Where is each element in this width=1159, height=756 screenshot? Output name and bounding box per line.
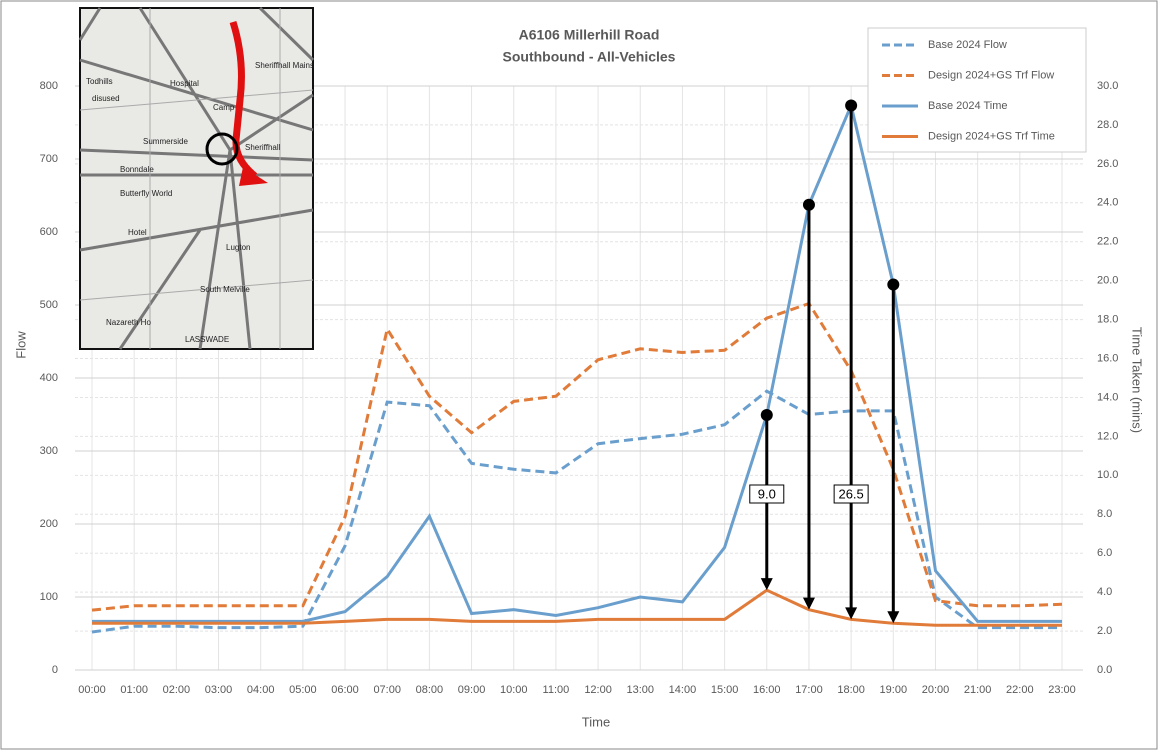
y2-tick-label: 26.0: [1097, 158, 1118, 170]
y2-tick-label: 12.0: [1097, 430, 1118, 442]
x-tick-label: 18:00: [837, 684, 865, 696]
y2-tick-label: 2.0: [1097, 625, 1112, 637]
arrow-dot: [803, 199, 815, 211]
legend: Base 2024 Flow Design 2024+GS Trf Flow Bas…: [868, 28, 1086, 152]
legend-label: Base 2024 Time: [928, 100, 1008, 112]
map-label: Sheriffhall Mains: [255, 61, 314, 70]
y2-tick-label: 14.0: [1097, 391, 1118, 403]
map-label: Summerside: [143, 137, 188, 146]
y2-tick-label: 18.0: [1097, 314, 1118, 326]
map-label: Hospital: [170, 79, 199, 88]
y-tick-label: 600: [40, 226, 58, 238]
legend-label: Design 2024+GS Trf Flow: [928, 69, 1054, 81]
x-tick-label: 16:00: [753, 684, 781, 696]
map-label: Lugton: [226, 243, 250, 252]
x-tick-label: 06:00: [331, 684, 359, 696]
x-tick-label: 02:00: [163, 684, 191, 696]
y2-tick-label: 16.0: [1097, 352, 1118, 364]
y2-tick-label: 22.0: [1097, 236, 1118, 248]
x-tick-label: 19:00: [880, 684, 908, 696]
annotation: 9.0: [758, 486, 776, 501]
y-tick-label: 800: [40, 80, 58, 92]
x-tick-label: 15:00: [711, 684, 739, 696]
y-tick-label: 700: [40, 153, 58, 165]
x-tick-label: 13:00: [626, 684, 654, 696]
map-label: South Melville: [200, 285, 250, 294]
x-tick-label: 00:00: [78, 684, 106, 696]
map-label: Todhills: [86, 77, 113, 86]
x-tick-label: 07:00: [373, 684, 401, 696]
map-label: Bonndale: [120, 165, 154, 174]
x-tick-label: 14:00: [669, 684, 697, 696]
x-tick-label: 10:00: [500, 684, 528, 696]
x-tick-label: 03:00: [205, 684, 233, 696]
y-tick-label: 300: [40, 445, 58, 457]
map-label: Nazareth Ho: [106, 318, 151, 327]
x-tick-label: 05:00: [289, 684, 317, 696]
y2-tick-label: 8.0: [1097, 508, 1112, 520]
y-tick-label: 500: [40, 299, 58, 311]
map-label: Hotel: [128, 228, 147, 237]
y-tick-label: 200: [40, 518, 58, 530]
x-tick-label: 20:00: [922, 684, 950, 696]
y2-tick-label: 30.0: [1097, 80, 1118, 92]
arrow-dot: [845, 99, 857, 111]
x-axis-title: Time: [582, 714, 610, 729]
y2-tick-label: 20.0: [1097, 275, 1118, 287]
x-tick-label: 22:00: [1006, 684, 1034, 696]
inset-map: Todhills Hospital Sheriffhall Mains disused…: [80, 8, 314, 349]
x-tick-label: 04:00: [247, 684, 275, 696]
x-tick-label: 01:00: [120, 684, 148, 696]
y2-tick-label: 10.0: [1097, 469, 1118, 481]
y2-tick-label: 0.0: [1097, 664, 1112, 676]
map-label: Butterfly World: [120, 189, 172, 198]
map-label: Sheriffhall: [245, 143, 281, 152]
arrow-dot: [761, 409, 773, 421]
legend-label: Base 2024 Flow: [928, 39, 1007, 51]
y2-tick-label: 6.0: [1097, 547, 1112, 559]
y2-tick-label: 4.0: [1097, 586, 1112, 598]
x-tick-label: 17:00: [795, 684, 823, 696]
map-frame: [80, 8, 313, 349]
x-tick-label: 09:00: [458, 684, 486, 696]
y-tick-label: 100: [40, 591, 58, 603]
x-tick-label: 21:00: [964, 684, 992, 696]
y2-tick-label: 24.0: [1097, 197, 1118, 209]
y-tick-label: 0: [52, 664, 58, 676]
x-tick-label: 11:00: [543, 684, 570, 696]
x-tick-label: 23:00: [1048, 684, 1076, 696]
chart-title: A6106 Millerhill Road: [519, 27, 660, 43]
chart-subtitle: Southbound - All-Vehicles: [503, 49, 676, 65]
y-tick-label: 400: [40, 372, 58, 384]
chart: A6106 Millerhill Road Southbound - All-V…: [0, 0, 1159, 751]
map-label: disused: [92, 94, 120, 103]
y2-tick-label: 28.0: [1097, 119, 1118, 131]
map-label: Camp: [213, 103, 235, 112]
x-tick-label: 08:00: [416, 684, 444, 696]
arrow-dot: [887, 279, 899, 291]
y2-axis-title: Time Taken (mins): [1130, 327, 1145, 433]
y-axis-title: Flow: [13, 331, 28, 359]
annotation: 26.5: [838, 486, 863, 501]
map-label: LASSWADE: [185, 335, 229, 344]
legend-label: Design 2024+GS Trf Time: [928, 130, 1055, 142]
x-tick-label: 12:00: [584, 684, 612, 696]
